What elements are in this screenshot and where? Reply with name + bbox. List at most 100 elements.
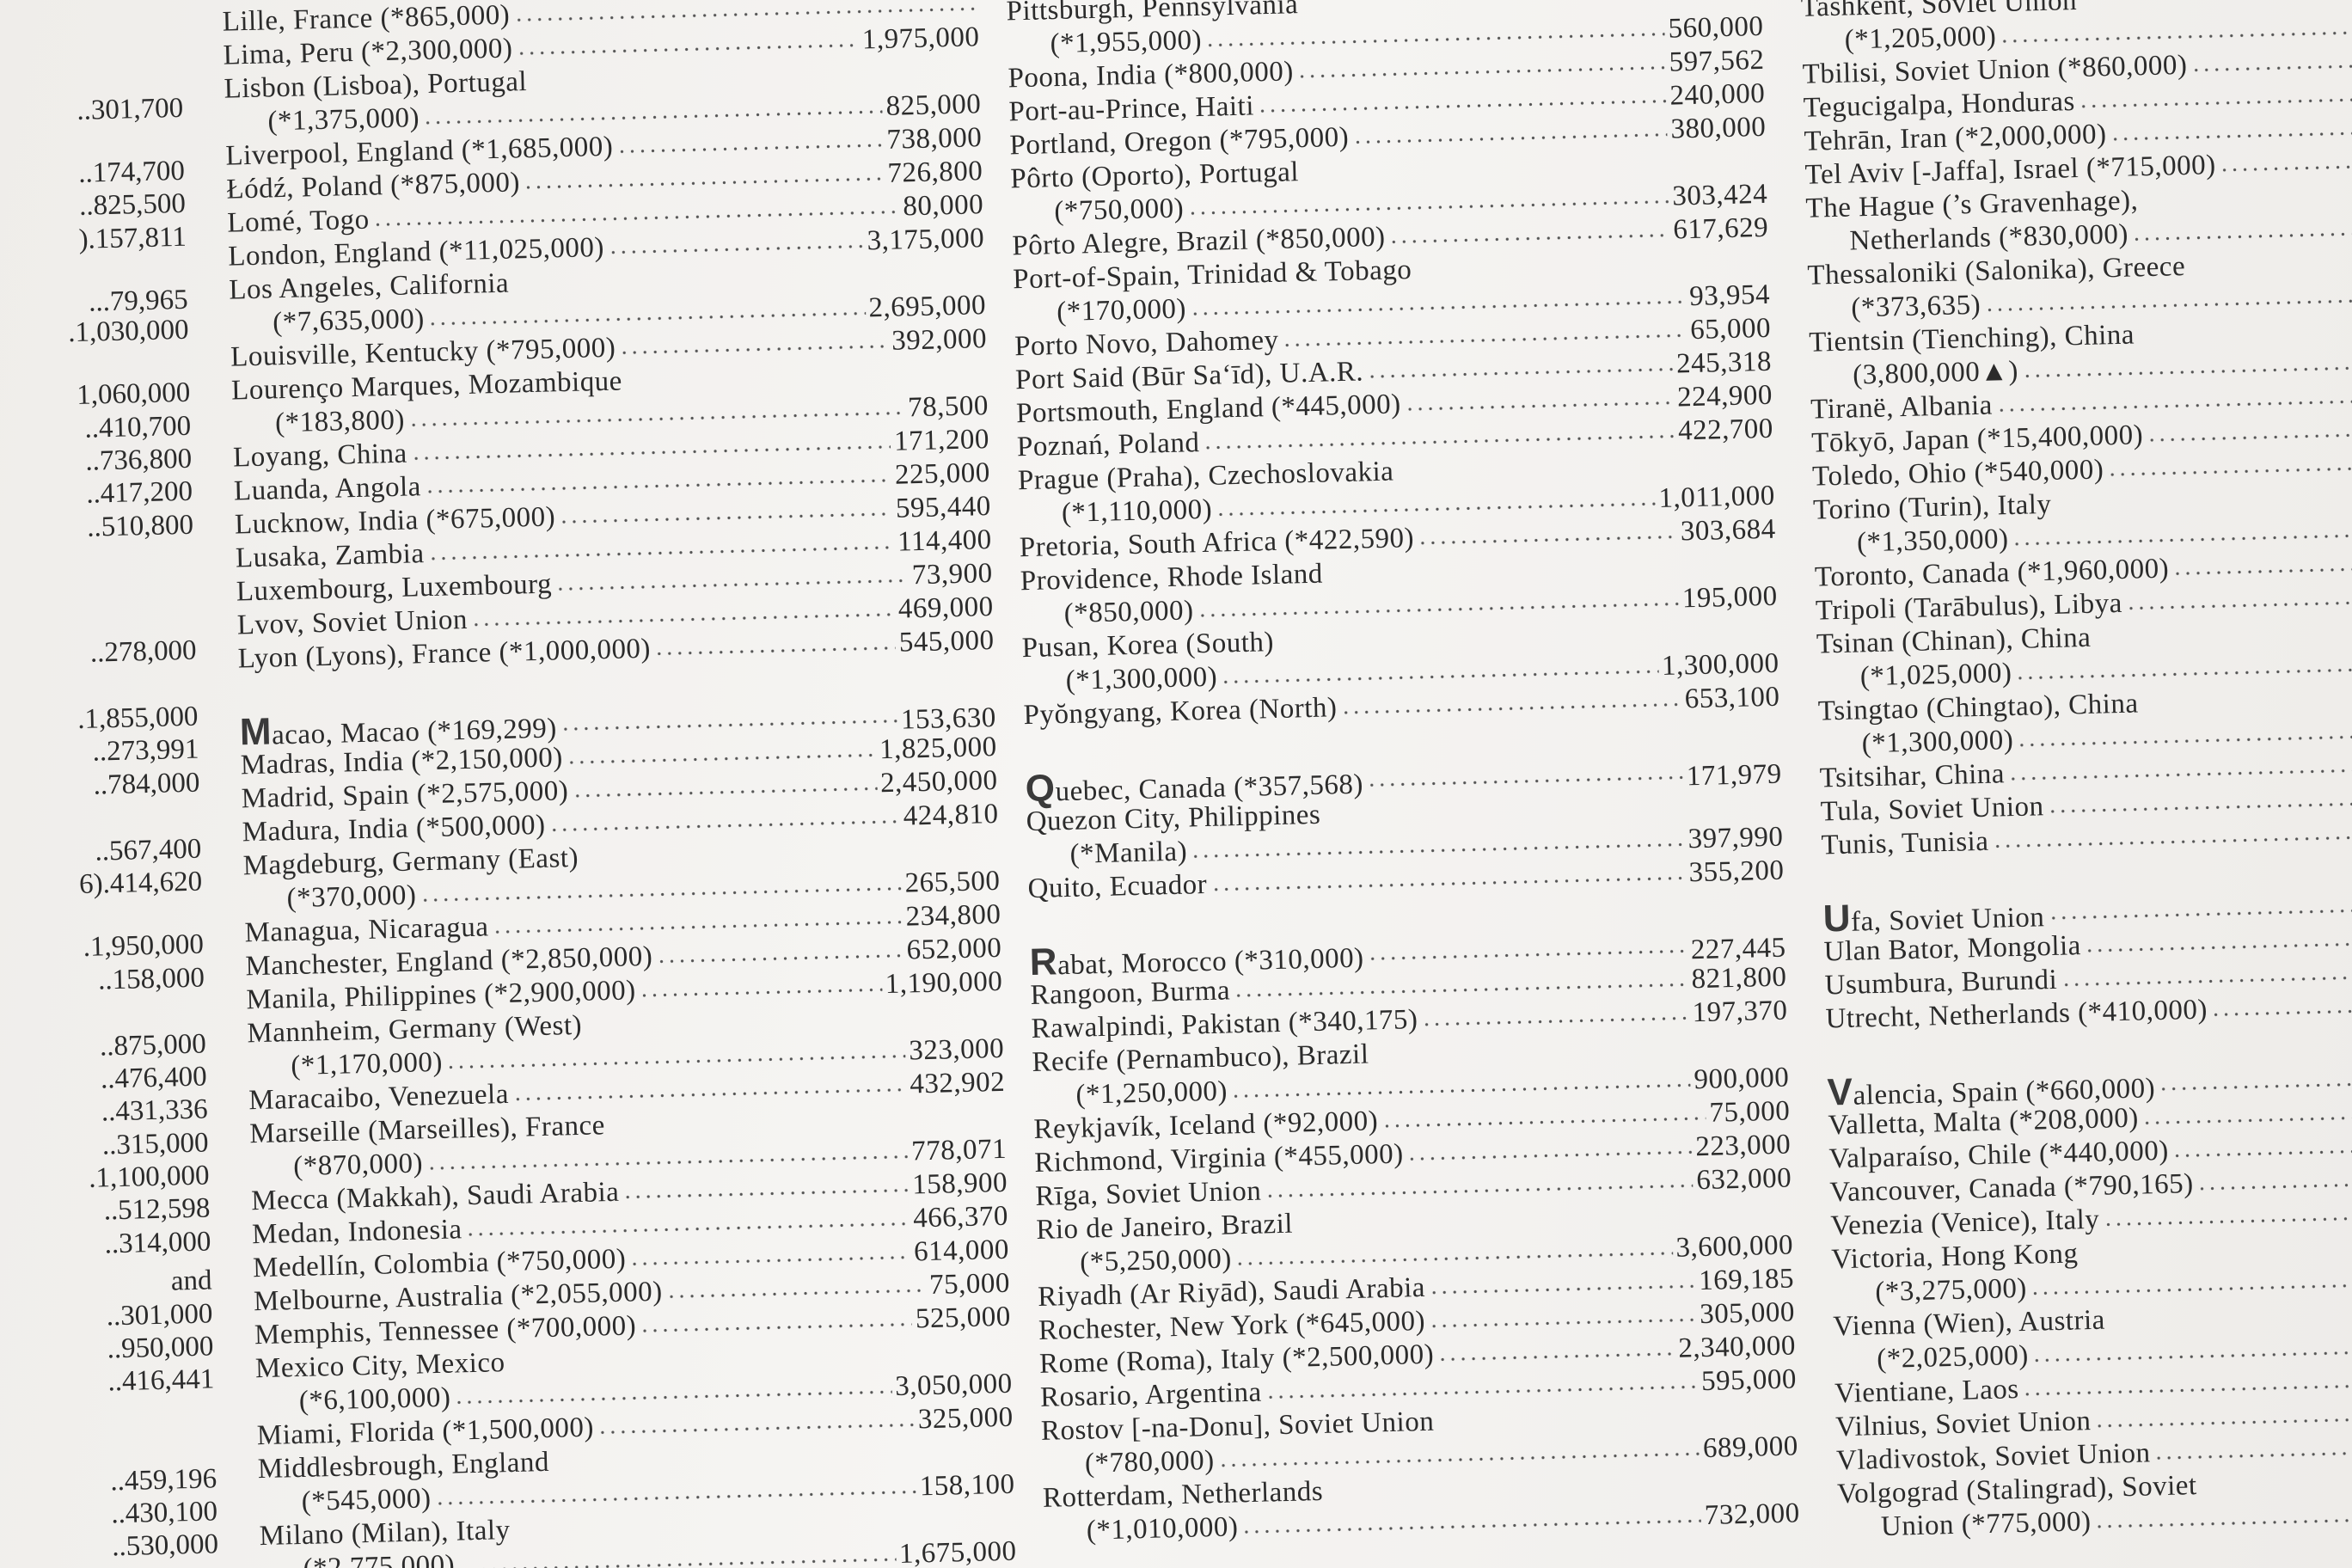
dot-leader bbox=[1388, 230, 1670, 247]
entry-text: Torino (Turin), Italy bbox=[1813, 488, 2052, 528]
dot-leader bbox=[656, 951, 903, 966]
dot-leader bbox=[445, 1051, 906, 1072]
city-name: Lima, Peru (*2,300,000) bbox=[223, 33, 513, 71]
city-name: Lvov, Soviet Union bbox=[236, 603, 469, 641]
city-name: Managua, Nicaragua bbox=[244, 911, 489, 949]
city-name: Vilnius, Soviet Union bbox=[1834, 1406, 2092, 1443]
entry-text: Vienna (Wien), Austria bbox=[1833, 1304, 2105, 1344]
entry-text: (*1,025,000) bbox=[1859, 657, 2012, 694]
entry-text: Lomé, Togo bbox=[227, 204, 370, 241]
population-fragment: ..784,000 bbox=[93, 767, 200, 801]
city-population: 1,975,000 bbox=[861, 21, 980, 56]
dot-leader bbox=[2094, 1409, 2352, 1430]
entry-text: Los Angeles, California bbox=[229, 267, 510, 308]
dot-leader bbox=[427, 309, 866, 328]
city-name: Tsingtao (Chingtao), China bbox=[1817, 688, 2139, 727]
metro-population: (*1,350,000) bbox=[1856, 524, 2009, 559]
dot-leader bbox=[2210, 1001, 2352, 1020]
dot-leader bbox=[454, 1387, 892, 1407]
entry-text: (*1,010,000) bbox=[1086, 1510, 1238, 1547]
entry-text: (3,800,000▲) bbox=[1853, 355, 2019, 393]
city-population: 825,000 bbox=[885, 89, 982, 122]
metro-population: (*1,300,000) bbox=[1861, 725, 2014, 760]
city-population: 1,825,000 bbox=[879, 731, 998, 766]
city-population: 1,190,000 bbox=[885, 965, 1003, 1001]
entry-text: (*780,000) bbox=[1085, 1444, 1216, 1481]
population-fragment: ..476,400 bbox=[100, 1061, 208, 1095]
city-name: Tula, Soviet Union bbox=[1820, 791, 2044, 828]
city-population: 595,000 bbox=[1700, 1363, 1798, 1398]
dot-leader bbox=[1265, 1181, 1694, 1201]
dot-leader bbox=[2125, 593, 2352, 613]
population-fragment: .1,100,000 bbox=[88, 1160, 210, 1194]
dot-leader bbox=[622, 1185, 910, 1202]
metro-population: (*1,010,000) bbox=[1086, 1511, 1239, 1547]
city-population: 158,100 bbox=[919, 1468, 1015, 1503]
population-fragment: ..950,000 bbox=[107, 1331, 214, 1365]
city-population: 652,000 bbox=[906, 932, 1002, 966]
metro-population: (*1,300,000) bbox=[1065, 661, 1218, 696]
dot-leader bbox=[560, 716, 898, 734]
city-population: 355,200 bbox=[1688, 854, 1785, 889]
city-population: 114,400 bbox=[897, 524, 993, 558]
city-population: 265,500 bbox=[904, 865, 1001, 899]
city-name: Rangoon, Burma bbox=[1030, 975, 1231, 1012]
city-population: 1,675,000 bbox=[898, 1535, 1017, 1568]
metro-population: (*183,800) bbox=[274, 404, 406, 439]
dot-leader bbox=[516, 40, 860, 58]
city-population: 75,000 bbox=[928, 1267, 1011, 1302]
city-name: Port-au-Prince, Haiti bbox=[1008, 90, 1255, 128]
entry-text: Tiranë, Albania bbox=[1810, 389, 1993, 427]
entry-text: (*1,250,000) bbox=[1075, 1075, 1228, 1112]
dot-leader bbox=[1296, 63, 1666, 82]
city-population: 197,370 bbox=[1692, 995, 1788, 1029]
city-population: 65,000 bbox=[1689, 312, 1772, 346]
city-name: Quito, Ecuador bbox=[1027, 869, 1208, 905]
population-fragment: ..430,100 bbox=[110, 1496, 218, 1530]
metro-population: (*545,000) bbox=[301, 1483, 432, 1517]
dot-leader bbox=[640, 1320, 913, 1336]
city-population: 169,185 bbox=[1698, 1263, 1795, 1297]
dot-leader bbox=[2107, 459, 2352, 480]
city-population: 234,800 bbox=[905, 898, 1001, 933]
city-population: 424,810 bbox=[903, 798, 999, 832]
city-name: Recife (Pernambuco), Brazil bbox=[1032, 1038, 1369, 1079]
city-name: Middlesbrough, England bbox=[257, 1446, 550, 1485]
city-name: Richmond, Virginia (*455,000) bbox=[1033, 1138, 1405, 1179]
dot-leader bbox=[1210, 873, 1686, 894]
city-population: 466,370 bbox=[912, 1200, 1009, 1234]
city-name: Poznań, Poland bbox=[1016, 427, 1200, 463]
population-fragment: ..736,800 bbox=[84, 443, 193, 477]
city-population: 223,000 bbox=[1694, 1129, 1792, 1163]
dot-leader bbox=[1995, 392, 2352, 415]
dot-leader bbox=[2021, 358, 2352, 381]
entry-text: (*545,000) bbox=[301, 1482, 432, 1519]
city-name: Medan, Indonesia bbox=[251, 1214, 462, 1251]
dot-leader bbox=[548, 817, 901, 835]
entry-text: Medan, Indonesia bbox=[252, 1213, 462, 1252]
gazetteer-column: Lille, France (*865,000) Lima, Peru (*2,3… bbox=[222, 0, 1017, 1568]
dot-leader bbox=[2017, 727, 2352, 750]
entry-text: Luanda, Angola bbox=[234, 470, 422, 508]
dot-leader bbox=[424, 475, 892, 497]
dot-leader bbox=[2078, 90, 2352, 111]
population-fragment: ..567,400 bbox=[95, 833, 202, 867]
dot-leader bbox=[629, 1253, 911, 1269]
entry-text: (*1,170,000) bbox=[291, 1046, 443, 1083]
dot-leader bbox=[559, 509, 893, 527]
city-population: 2,450,000 bbox=[879, 764, 998, 799]
dot-leader bbox=[1421, 1014, 1689, 1029]
dot-leader bbox=[2007, 761, 2352, 784]
dot-leader bbox=[1230, 1081, 1691, 1101]
dot-leader bbox=[2094, 1510, 2352, 1531]
entry-text: Poznań, Poland bbox=[1017, 426, 1200, 464]
dot-leader bbox=[2131, 224, 2352, 244]
city-population: 469,000 bbox=[897, 591, 995, 625]
metro-population: (*1,955,000) bbox=[1050, 24, 1203, 60]
dot-leader bbox=[523, 174, 885, 193]
dot-leader bbox=[1241, 1516, 1702, 1537]
dot-leader bbox=[2012, 526, 2352, 549]
dot-leader bbox=[1257, 96, 1667, 116]
entry-text: Rosario, Argentina bbox=[1040, 1376, 1263, 1415]
